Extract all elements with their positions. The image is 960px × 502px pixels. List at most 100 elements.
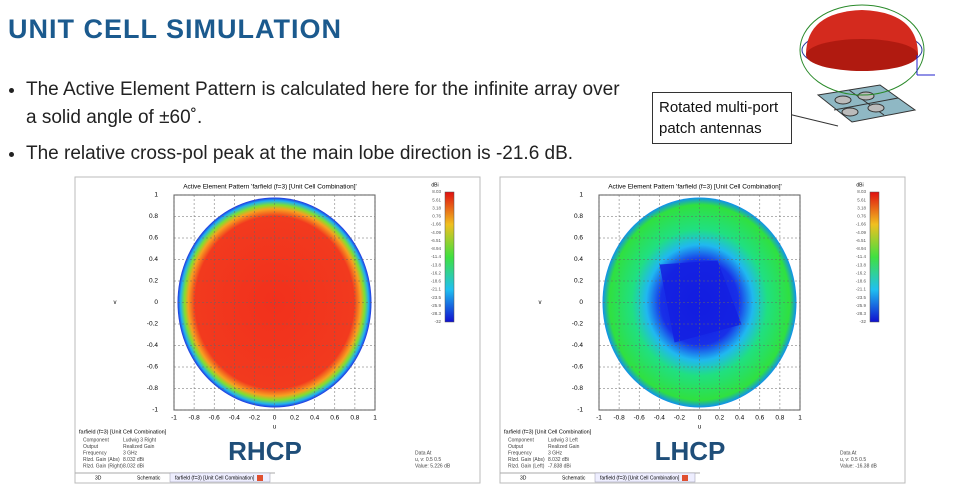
bullet-list: The Active Element Pattern is calculated… <box>6 76 626 176</box>
data-at: Data At <box>840 450 857 456</box>
info-label: Component <box>83 437 109 443</box>
x-tick-label: -0.4 <box>229 415 241 422</box>
x-tick-label: 0.4 <box>735 415 744 422</box>
y-axis-label: v <box>114 300 117 306</box>
info-label: Output <box>83 444 99 450</box>
colorbar-tick-label: -4.09 <box>856 230 867 235</box>
info-value: 8.032 dBi <box>123 457 144 463</box>
colorbar-unit: dBi <box>431 182 438 188</box>
colorbar-tick-label: -28.3 <box>431 311 442 316</box>
colorbar-tick-label: -23.5 <box>856 295 867 300</box>
colorbar-tick-label: 3.18 <box>432 205 441 210</box>
y-tick-label: -0.2 <box>147 321 159 328</box>
y-tick-label: -0.8 <box>147 385 159 392</box>
pol-label: LHCP <box>655 436 726 466</box>
x-tick-label: -0.4 <box>654 415 666 422</box>
y-tick-label: -0.6 <box>147 364 159 371</box>
x-tick-label: 0 <box>273 415 277 422</box>
info-value: 3 GHz <box>123 450 138 456</box>
colorbar-tick-label: -16.2 <box>856 270 867 275</box>
colorbar-tick-label: -16.2 <box>431 270 442 275</box>
info-label: Component <box>508 437 534 443</box>
colorbar-tick-label: 5.61 <box>432 197 441 202</box>
colorbar-tick-label: -32 <box>859 319 866 324</box>
info-value: Realized Gain <box>548 444 580 450</box>
colorbar-tick-label: -18.6 <box>431 279 442 284</box>
x-tick-label: 0.2 <box>715 415 724 422</box>
y-tick-label: -0.4 <box>147 342 159 349</box>
y-tick-label: -0.6 <box>572 364 584 371</box>
plot-title: Active Element Pattern 'farfield (f=3) [… <box>608 184 782 191</box>
colorbar <box>869 191 880 323</box>
colorbar-tick-label: -11.4 <box>856 254 866 259</box>
colorbar-tick-label: -8.94 <box>856 246 867 251</box>
pol-label: RHCP <box>228 436 302 466</box>
tab: Schematic <box>562 475 586 481</box>
info-value: -7.838 dBi <box>548 463 571 469</box>
data-at: u, v: 0.5 0.5 <box>415 457 441 463</box>
colorbar-tick-label: 8.03 <box>432 189 441 194</box>
colorbar-tick-label: 3.18 <box>857 205 866 210</box>
y-tick-label: -0.8 <box>572 385 584 392</box>
y-tick-label: 0.4 <box>149 256 158 263</box>
x-tick-label: -1 <box>596 415 602 422</box>
active-tab <box>594 472 696 483</box>
x-tick-label: 0.8 <box>350 415 359 422</box>
info-label: Rlzd. Gain (Abs) <box>508 457 545 463</box>
x-tick-label: -0.2 <box>249 415 261 422</box>
y-tick-label: -0.2 <box>572 321 584 328</box>
footer-title: farfield (f=3) [Unit Cell Combination] <box>79 429 167 435</box>
info-label: Output <box>508 444 524 450</box>
colorbar-tick-label: -1.66 <box>431 222 442 227</box>
info-value: 8.032 dBi <box>548 457 569 463</box>
colorbar-tick-label: -25.9 <box>856 303 867 308</box>
info-label: Rlzd. Gain (Abs) <box>83 457 120 463</box>
colorbar-tick-label: -11.4 <box>431 254 441 259</box>
info-value: 8.032 dBi <box>123 463 144 469</box>
slide-title: UNIT CELL SIMULATION <box>8 14 342 44</box>
colorbar-tick-label: 8.03 <box>857 189 866 194</box>
x-tick-label: -0.8 <box>613 415 625 422</box>
tab: 3D <box>520 475 527 481</box>
colorbar-tick-label: -25.9 <box>431 303 442 308</box>
tab-close <box>257 475 263 481</box>
callout: Rotated multi-port patch antennas <box>652 92 792 144</box>
y-tick-label: 0 <box>154 299 158 306</box>
plots: Active Element Pattern 'farfield (f=3) [… <box>74 176 906 484</box>
y-tick-label: 0.8 <box>149 213 158 220</box>
y-tick-label: 0.2 <box>149 278 158 285</box>
colorbar-tick-label: -4.09 <box>431 230 442 235</box>
footer-title: farfield (f=3) [Unit Cell Combination] <box>504 429 592 435</box>
tab: farfield (f=3) [Unit Cell Combination] <box>600 475 680 481</box>
y-tick-label: 0.6 <box>149 235 158 242</box>
colorbar-tick-label: -8.94 <box>431 246 442 251</box>
colorbar-tick-label: 0.76 <box>857 214 866 219</box>
plot-panel: Active Element Pattern 'farfield (f=3) [… <box>74 176 481 484</box>
x-axis-label: u <box>698 425 701 431</box>
active-tab <box>169 472 271 483</box>
y-tick-label: -1 <box>152 407 158 414</box>
x-tick-label: -0.6 <box>209 415 221 422</box>
info-value: 3 GHz <box>548 450 563 456</box>
tab: farfield (f=3) [Unit Cell Combination] <box>175 475 255 481</box>
data-at: u, v: 0.5 0.5 <box>840 457 866 463</box>
info-label: Rlzd. Gain (Right) <box>83 463 123 469</box>
x-tick-label: 1 <box>798 415 802 422</box>
x-tick-label: -0.8 <box>188 415 200 422</box>
info-label: Rlzd. Gain (Left) <box>508 463 545 469</box>
y-tick-label: 1 <box>579 192 583 199</box>
plot-title: Active Element Pattern 'farfield (f=3) [… <box>183 184 357 191</box>
x-tick-label: -1 <box>171 415 177 422</box>
y-tick-label: 0.2 <box>574 278 583 285</box>
colorbar-tick-label: -21.1 <box>431 287 442 292</box>
x-tick-label: -0.6 <box>634 415 646 422</box>
x-tick-label: 0.6 <box>330 415 339 422</box>
x-tick-label: 1 <box>373 415 377 422</box>
colorbar-tick-label: -6.51 <box>856 238 867 243</box>
y-tick-label: 0.4 <box>574 256 583 263</box>
info-value: Ludwig 3 Right <box>123 437 157 443</box>
y-tick-label: 0 <box>579 299 583 306</box>
data-at: Value: -16.38 dB <box>840 463 878 469</box>
